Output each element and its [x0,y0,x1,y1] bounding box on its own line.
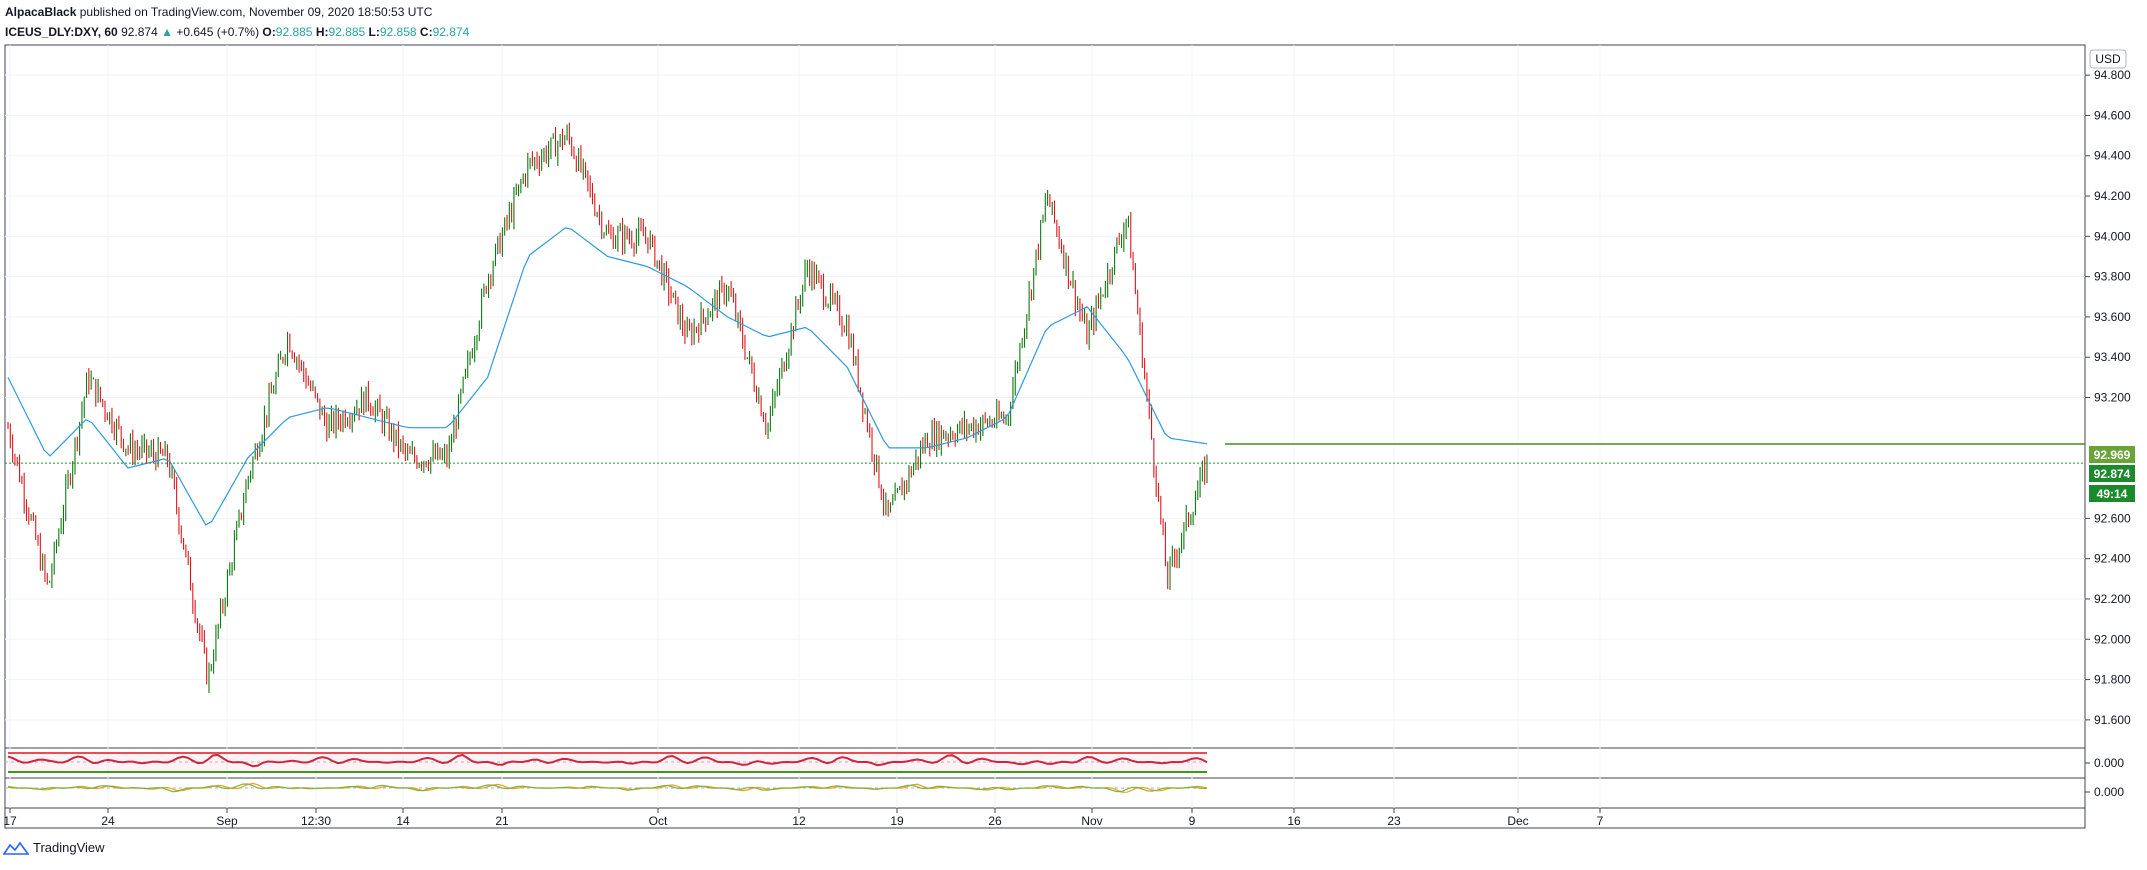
close-label: C: [419,25,433,39]
author-name[interactable]: AlpacaBlack [5,5,77,19]
y-tick-label: 94.000 [2094,229,2131,243]
x-tick-label: 23 [1387,814,1401,828]
high-value: 92.885 [328,25,366,39]
high-label: H: [315,25,329,39]
x-tick-label: 16 [1287,814,1301,828]
osc-line [7,753,1208,768]
low-value: 92.858 [379,25,417,39]
ohlc-legend: ICEUS_DLY:DXY, 60 92.874 ▲ +0.645 (+0.7%… [5,24,469,40]
candlestick-series [7,122,1208,693]
moving-average-line [7,227,1208,526]
y-tick-label: 94.400 [2094,149,2131,163]
osc-line [7,783,1207,793]
y-tick-label: 93.600 [2094,310,2131,324]
countdown-tag: 49:14 [2089,485,2135,502]
x-tick-label: Oct [649,814,668,828]
bar-countdown: 49:14 [2097,487,2128,501]
y-tick-label: 91.600 [2094,713,2131,727]
last-price-tag: 92.874 [2089,465,2135,482]
x-tick-label: Sep [216,814,238,828]
change-value: +0.645 (+0.7%) [176,25,260,39]
x-tick-label: 17 [3,814,17,828]
chart-frame [4,44,2086,829]
x-tick-label: 21 [495,814,509,828]
tradingview-logo-icon [3,841,29,855]
y-tick-label: 92.600 [2094,511,2131,525]
oscillator-pane-1: 0.000 [5,752,2124,773]
published-text: published on TradingView.com, November 0… [79,5,433,19]
x-tick-label: Nov [1081,814,1102,828]
last-price-value: 92.874 [2094,467,2131,481]
currency-badge[interactable] [2089,49,2127,69]
grid-lines [5,45,2085,808]
x-tick-label: 14 [396,814,410,828]
y-tick-label: 93.200 [2094,391,2131,405]
x-tick-label: 19 [890,814,904,828]
tradingview-logo-text: TradingView [33,840,105,855]
y-tick-label: 94.600 [2094,108,2131,122]
osc-tick-label: 0.000 [2094,785,2124,799]
publish-line: AlpacaBlack published on TradingView.com… [5,4,469,20]
y-tick-label: 93.800 [2094,270,2131,284]
y-tick-label: 93.400 [2094,350,2131,364]
target-price-value: 92.969 [2094,448,2131,462]
x-tick-label: 9 [1189,814,1196,828]
time-axis[interactable]: 17 24 Sep 12:30 14 21 Oct 12 19 26 Nov 9 16 23 Dec 7 [3,808,1604,828]
open-label: O: [262,25,276,39]
change-arrow-icon: ▲ [161,25,173,39]
osc-tick-label: 0.000 [2094,756,2124,770]
close-value: 92.874 [432,25,470,39]
x-tick-label: Dec [1507,814,1528,828]
y-tick-label: 92.400 [2094,552,2131,566]
target-price-tag: 92.969 [2089,446,2135,463]
x-tick-label: 7 [1597,814,1604,828]
y-tick-label: 92.000 [2094,632,2131,646]
y-tick-label: 94.200 [2094,189,2131,203]
symbol-label[interactable]: ICEUS_DLY:DXY, 60 [5,25,118,39]
tradingview-footer[interactable]: TradingView [3,840,105,855]
last-price: 92.874 [121,25,158,39]
chart-header: AlpacaBlack published on TradingView.com… [5,4,469,40]
currency-label: USD [2095,52,2121,66]
price-axis[interactable]: 94.800 94.600 94.400 94.200 94.000 93.800 93.6… [2085,68,2131,727]
oscillator-pane-2: 0.000 [5,782,2124,799]
y-tick-label: 94.800 [2094,68,2131,82]
x-tick-label: 26 [988,814,1002,828]
x-tick-label: 24 [101,814,115,828]
x-tick-label: 12:30 [301,814,331,828]
y-tick-label: 92.200 [2094,592,2131,606]
y-tick-label: 91.800 [2094,673,2131,687]
open-value: 92.885 [275,25,313,39]
low-label: L: [368,25,380,39]
x-tick-label: 12 [792,814,806,828]
